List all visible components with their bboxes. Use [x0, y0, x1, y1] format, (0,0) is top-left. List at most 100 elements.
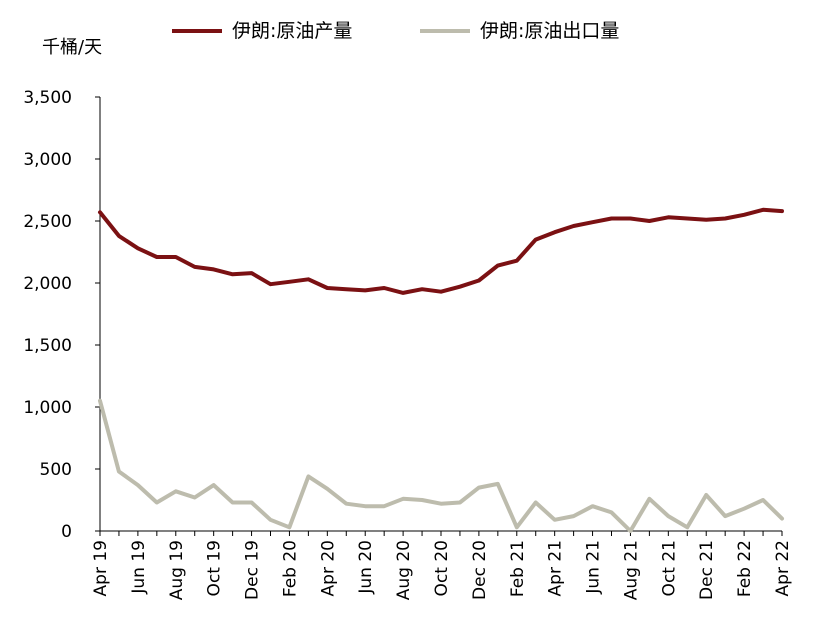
- data-point-production: [534, 238, 538, 242]
- data-point-exports: [287, 525, 291, 529]
- data-point-production: [685, 217, 689, 221]
- data-point-production: [553, 230, 557, 234]
- x-tick-label: Dec 20: [470, 540, 490, 600]
- data-point-production: [458, 285, 462, 289]
- data-point-exports: [344, 502, 348, 506]
- x-tick-label: Aug 19: [167, 540, 187, 600]
- data-point-production: [780, 209, 784, 213]
- data-point-production: [496, 264, 500, 268]
- data-point-exports: [193, 496, 197, 500]
- data-point-production: [117, 234, 121, 238]
- data-point-production: [250, 271, 254, 275]
- data-point-exports: [174, 489, 178, 493]
- data-point-exports: [401, 497, 405, 501]
- x-tick-label: Oct 19: [205, 540, 225, 596]
- data-point-production: [287, 280, 291, 284]
- data-point-exports: [306, 474, 310, 478]
- y-tick-label: 1,000: [23, 398, 72, 418]
- data-point-exports: [212, 483, 216, 487]
- data-point-exports: [572, 514, 576, 518]
- x-tick-label: Jun 21: [584, 540, 604, 595]
- data-point-exports: [155, 500, 159, 504]
- y-axis-unit-label: 千桶/天: [42, 37, 102, 58]
- data-point-production: [212, 267, 216, 271]
- data-point-exports: [117, 469, 121, 473]
- data-point-production: [515, 259, 519, 263]
- data-point-exports: [591, 504, 595, 508]
- x-tick-label: Apr 19: [91, 540, 111, 596]
- y-tick-label: 3,500: [23, 88, 72, 108]
- data-point-exports: [136, 483, 140, 487]
- data-point-production: [628, 217, 632, 221]
- data-point-production: [647, 219, 651, 223]
- data-point-production: [572, 224, 576, 228]
- data-point-production: [591, 220, 595, 224]
- data-point-exports: [325, 487, 329, 491]
- x-tick-label: Jun 20: [356, 540, 376, 595]
- data-point-production: [231, 272, 235, 276]
- data-point-production: [477, 279, 481, 283]
- legend-label-exports: 伊朗:原油出口量: [480, 20, 619, 42]
- data-point-exports: [269, 518, 272, 522]
- data-point-production: [610, 217, 613, 221]
- data-point-production: [666, 215, 670, 219]
- data-point-exports: [382, 504, 386, 508]
- data-point-production: [136, 246, 140, 250]
- data-point-exports: [98, 399, 102, 403]
- x-tick-label: Apr 20: [318, 540, 338, 596]
- axes: 0 500 1,000 1,500 2,000 2,500 3,000 3,500 Apr 19…: [23, 88, 793, 600]
- data-point-exports: [420, 498, 424, 502]
- data-point-exports: [534, 500, 538, 504]
- x-tick-label: Feb 22: [735, 540, 755, 597]
- data-point-production: [344, 287, 348, 291]
- data-point-exports: [610, 510, 613, 514]
- data-point-production: [306, 277, 310, 281]
- data-point-exports: [496, 482, 500, 486]
- data-point-production: [269, 282, 272, 286]
- y-tick-label: 500: [40, 460, 72, 480]
- y-tick-label: 2,500: [23, 212, 72, 232]
- data-point-exports: [704, 493, 708, 497]
- data-point-exports: [761, 498, 765, 502]
- data-point-production: [382, 286, 386, 290]
- data-point-exports: [250, 500, 254, 504]
- data-point-production: [325, 286, 329, 290]
- data-point-production: [439, 290, 443, 294]
- data-point-exports: [553, 518, 557, 522]
- x-tick-label: Jun 19: [129, 540, 149, 595]
- data-point-production: [723, 217, 727, 221]
- x-tick-label: Oct 20: [432, 540, 452, 596]
- legend: 伊朗:原油产量 伊朗:原油出口量: [172, 20, 619, 42]
- data-point-production: [98, 210, 102, 214]
- data-point-production: [704, 218, 708, 222]
- data-point-production: [401, 291, 405, 295]
- data-point-exports: [685, 525, 689, 529]
- data-point-exports: [477, 486, 481, 490]
- legend-label-production: 伊朗:原油产量: [232, 20, 352, 42]
- data-point-exports: [458, 500, 462, 504]
- data-point-exports: [723, 514, 727, 518]
- data-point-production: [363, 288, 367, 292]
- data-point-exports: [363, 504, 367, 508]
- x-tick-label: Apr 21: [546, 540, 566, 596]
- x-tick-label: Dec 21: [697, 540, 717, 600]
- data-point-exports: [515, 525, 519, 529]
- data-point-production: [420, 287, 424, 291]
- data-point-exports: [439, 502, 443, 506]
- x-tick-label: Feb 21: [508, 540, 528, 597]
- x-tick-label: Dec 19: [243, 540, 263, 600]
- data-point-exports: [780, 517, 784, 521]
- series-layer: [98, 207, 784, 533]
- x-tick-label: Apr 22: [773, 540, 793, 596]
- data-point-production: [155, 255, 159, 259]
- x-tick-label: Oct 21: [659, 540, 679, 596]
- data-point-production: [193, 265, 197, 269]
- data-point-production: [174, 255, 178, 259]
- data-point-exports: [742, 507, 746, 511]
- x-tick-label: Aug 20: [394, 540, 414, 600]
- data-point-exports: [666, 514, 670, 518]
- x-tick-label: Feb 20: [280, 540, 300, 597]
- x-tick-label: Aug 21: [621, 540, 641, 600]
- y-tick-label: 0: [61, 522, 72, 542]
